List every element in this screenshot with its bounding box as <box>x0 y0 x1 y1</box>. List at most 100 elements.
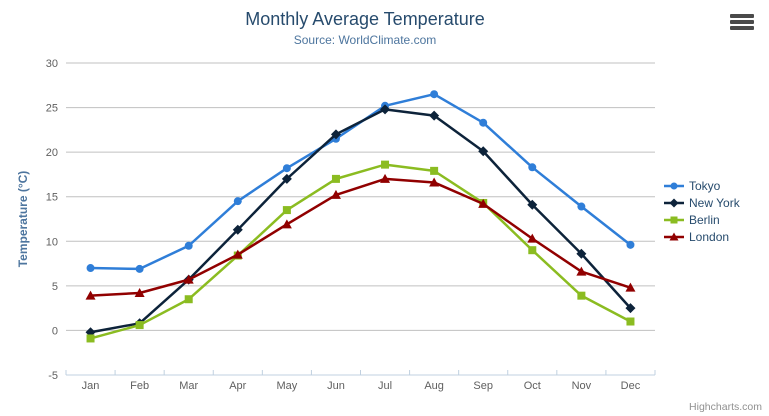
data-point[interactable] <box>86 264 95 273</box>
x-axis-tick-label: Dec <box>621 380 641 392</box>
menu-bar <box>730 26 754 30</box>
data-point[interactable] <box>380 173 391 183</box>
x-axis-tick-label: Mar <box>179 380 198 392</box>
legend-item-new-york[interactable]: New York <box>664 194 740 211</box>
x-axis-tick-label: Feb <box>130 380 149 392</box>
data-point[interactable] <box>430 90 439 99</box>
x-axis-tick-label: Jan <box>82 380 100 392</box>
x-axis-tick-label: Aug <box>424 380 444 392</box>
x-axis-tick-label: Apr <box>229 380 246 392</box>
y-axis-labels: -5 0 5 10 15 20 25 30 <box>46 58 58 382</box>
data-point[interactable] <box>577 291 586 300</box>
series-line[interactable] <box>89 163 632 340</box>
credits-link[interactable]: Highcharts.com <box>689 401 762 413</box>
data-point[interactable] <box>86 334 95 343</box>
data-point[interactable] <box>528 163 537 172</box>
legend: Tokyo New York Berlin London <box>664 177 740 245</box>
data-point[interactable] <box>183 274 194 284</box>
y-axis-tick-label: 0 <box>52 325 58 337</box>
series-line[interactable] <box>89 108 632 334</box>
data-point[interactable] <box>184 241 193 250</box>
data-point[interactable] <box>184 295 193 304</box>
data-point[interactable] <box>528 246 537 255</box>
circle-marker-icon <box>664 182 684 189</box>
data-point[interactable] <box>478 198 489 208</box>
data-point[interactable] <box>281 219 292 229</box>
x-axis-tick-label: Nov <box>572 380 592 392</box>
legend-marker <box>670 216 678 223</box>
x-axis-tick-label: Sep <box>473 380 493 392</box>
series-london <box>85 173 636 300</box>
series-tokyo <box>86 90 635 273</box>
x-axis-tick-label: Jul <box>378 380 392 392</box>
square-marker-icon <box>664 216 684 223</box>
data-point[interactable] <box>232 224 243 235</box>
diamond-marker-icon <box>664 198 684 207</box>
data-point[interactable] <box>478 146 489 157</box>
x-axis-labels: Jan Feb Mar Apr May Jun Jul Aug Sep Oct Nov Dec <box>82 380 641 392</box>
data-point[interactable] <box>135 264 144 273</box>
legend-item-london[interactable]: London <box>664 228 740 245</box>
menu-bar <box>730 14 754 18</box>
data-point[interactable] <box>577 202 586 211</box>
legend-label: Berlin <box>689 212 720 227</box>
data-point[interactable] <box>626 317 635 326</box>
data-point[interactable] <box>330 189 341 199</box>
x-axis-tick-label: Jun <box>327 380 345 392</box>
data-point[interactable] <box>430 166 439 175</box>
data-point[interactable] <box>625 303 636 314</box>
legend-item-tokyo[interactable]: Tokyo <box>664 177 740 194</box>
data-point[interactable] <box>233 197 242 206</box>
data-point[interactable] <box>282 164 291 173</box>
data-point[interactable] <box>429 177 440 187</box>
chart-subtitle: Source: WorldClimate.com <box>293 33 437 47</box>
data-point[interactable] <box>479 118 488 127</box>
data-point[interactable] <box>429 110 440 121</box>
data-point[interactable] <box>134 287 145 297</box>
data-point[interactable] <box>330 129 341 140</box>
data-point[interactable] <box>281 173 292 184</box>
legend-item-berlin[interactable]: Berlin <box>664 211 740 228</box>
data-point[interactable] <box>85 290 96 300</box>
data-point[interactable] <box>380 104 391 115</box>
x-axis-tick-label: May <box>276 380 297 392</box>
data-point[interactable] <box>626 240 635 249</box>
hamburger-menu-icon <box>730 14 754 30</box>
chart-title: Monthly Average Temperature <box>245 9 485 29</box>
data-point[interactable] <box>527 199 538 210</box>
y-axis-tick-label: 15 <box>46 192 58 204</box>
y-axis-tick-label: 20 <box>46 147 58 159</box>
data-point[interactable] <box>576 266 587 276</box>
data-point[interactable] <box>232 249 243 259</box>
y-axis-tick-label: 30 <box>46 58 58 70</box>
data-point[interactable] <box>282 206 291 215</box>
legend-label: Tokyo <box>689 178 721 193</box>
y-axis-tick-label: 5 <box>52 281 58 293</box>
data-point[interactable] <box>135 321 144 330</box>
y-axis-tick-label: -5 <box>48 370 58 382</box>
series-new-york <box>85 104 636 338</box>
legend-marker <box>670 182 678 189</box>
data-point[interactable] <box>331 174 340 183</box>
y-gridlines <box>66 62 655 331</box>
y-axis-tick-label: 25 <box>46 103 58 115</box>
y-axis-title: Temperature (°C) <box>16 170 30 268</box>
chart-context-menu-button[interactable] <box>729 12 755 34</box>
y-axis-tick-label: 10 <box>46 236 58 248</box>
data-point[interactable] <box>625 282 636 292</box>
x-axis <box>65 370 656 376</box>
triangle-marker-icon <box>664 232 684 240</box>
legend-label: London <box>689 229 730 244</box>
data-point[interactable] <box>576 248 587 259</box>
menu-bar <box>730 20 754 24</box>
x-axis-tick-label: Oct <box>524 380 541 392</box>
legend-marker <box>669 198 679 207</box>
data-point[interactable] <box>381 160 390 169</box>
legend-marker <box>669 232 679 240</box>
data-point[interactable] <box>527 233 538 243</box>
series-line[interactable] <box>89 177 632 297</box>
legend-label: New York <box>689 195 740 210</box>
series-line[interactable] <box>89 92 632 271</box>
